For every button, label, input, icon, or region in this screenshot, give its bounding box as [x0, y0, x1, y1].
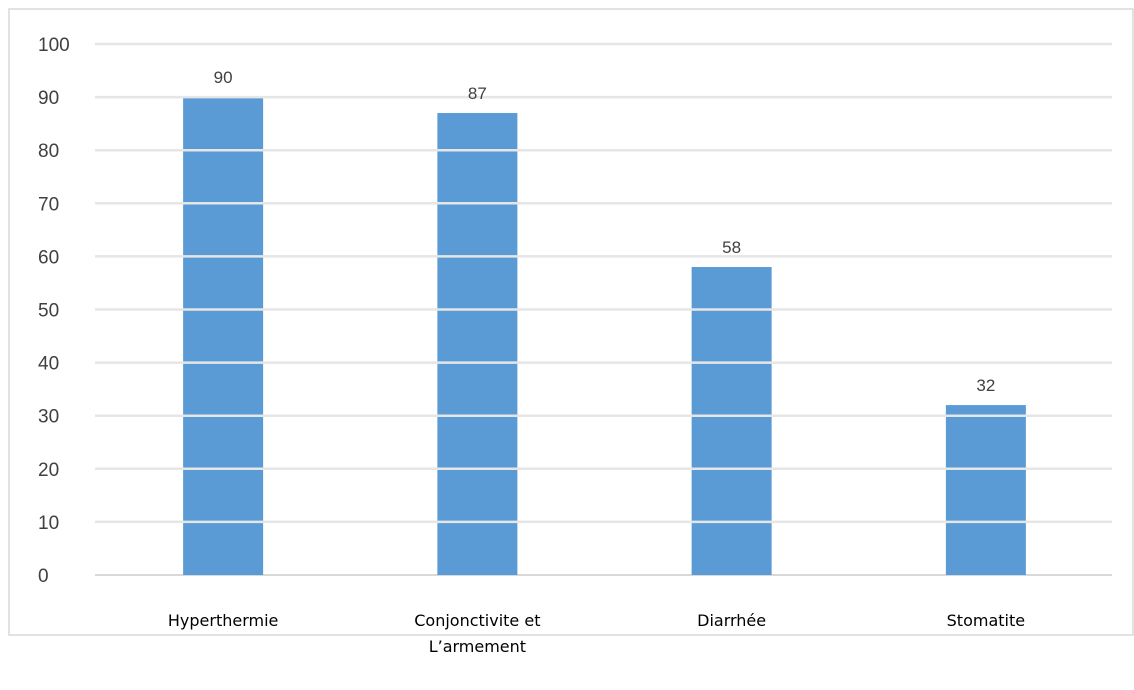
category-label-line: Conjonctivite et: [414, 611, 540, 630]
y-tick-label: 90: [38, 88, 59, 109]
bar: [437, 113, 518, 575]
category-label-line: Stomatite: [947, 611, 1025, 630]
x-axis-category-labels: Hyperthermie Conjonctivite et L’armement Di…: [168, 611, 1025, 656]
y-tick-label: 70: [38, 194, 59, 215]
data-label: 32: [976, 376, 995, 395]
bar: [183, 97, 264, 575]
category-label-line: L’armement: [429, 637, 526, 656]
y-tick-label: 100: [38, 35, 70, 56]
chart-border: [8, 8, 1134, 636]
y-tick-label: 0: [38, 566, 49, 587]
y-tick-label: 40: [38, 354, 59, 375]
y-tick-label: 10: [38, 513, 59, 534]
gridlines-overlay: [95, 42, 1112, 524]
bar: [691, 267, 772, 575]
y-tick-label: 80: [38, 141, 59, 162]
category-label: Diarrhée: [697, 611, 766, 630]
category-label: Conjonctivite et L’armement: [414, 611, 540, 656]
category-label-line: Hyperthermie: [168, 611, 279, 630]
category-label: Stomatite: [947, 611, 1025, 630]
data-label: 90: [214, 68, 233, 87]
category-label: Hyperthermie: [168, 611, 279, 630]
bar: [945, 405, 1026, 575]
y-tick-label: 30: [38, 407, 59, 428]
y-tick-label: 20: [38, 460, 59, 481]
data-labels: 90 87 58 32: [214, 68, 996, 395]
data-label: 87: [468, 84, 487, 103]
y-tick-label: 50: [38, 301, 59, 322]
y-axis-tick-labels: 0 10 20 30 40 50 60 70 80 90 100: [38, 35, 70, 587]
y-tick-label: 60: [38, 247, 59, 268]
data-label: 58: [722, 238, 741, 257]
bars: [183, 97, 1026, 575]
category-label-line: Diarrhée: [697, 611, 766, 630]
